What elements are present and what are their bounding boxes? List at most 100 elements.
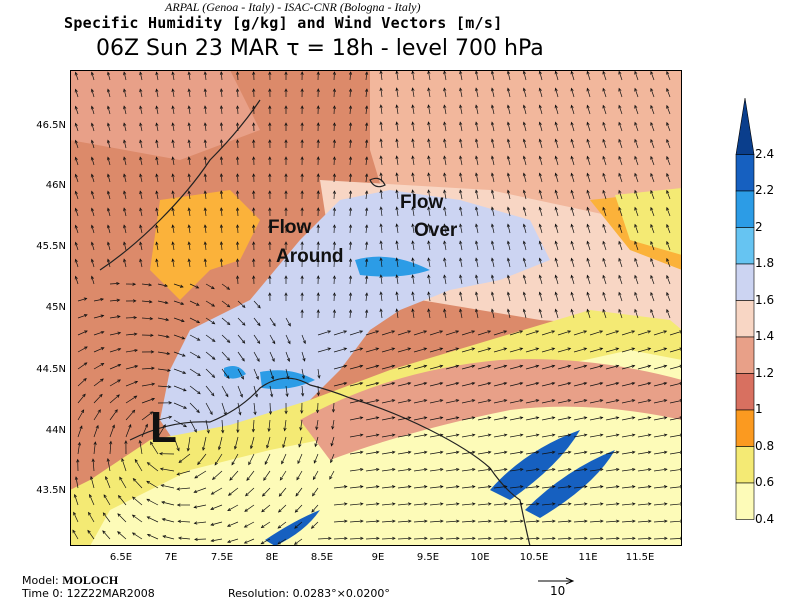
wind-vector-head bbox=[316, 173, 320, 177]
wind-vector bbox=[459, 156, 463, 166]
wind-vector-head bbox=[666, 87, 670, 92]
wind-vector bbox=[571, 258, 575, 268]
wind-vector bbox=[221, 368, 230, 379]
wind-vector-head bbox=[219, 122, 224, 127]
wind-vector bbox=[653, 399, 667, 404]
wind-vector bbox=[380, 88, 383, 98]
wind-vector-head bbox=[666, 189, 670, 194]
wind-vector-head bbox=[490, 172, 495, 177]
wind-vector-head bbox=[219, 258, 224, 263]
wind-vector-head bbox=[316, 258, 320, 262]
wind-vector-head bbox=[615, 467, 620, 472]
wind-vector-head bbox=[167, 368, 171, 372]
wind-vector-head bbox=[252, 105, 256, 109]
wind-vector bbox=[117, 531, 127, 540]
wind-vector bbox=[557, 434, 571, 438]
wind-vector bbox=[397, 486, 411, 489]
wind-vector-head bbox=[538, 257, 542, 262]
wind-vector-head bbox=[365, 122, 369, 127]
wind-vector-head bbox=[316, 207, 320, 211]
wind-vector bbox=[637, 520, 652, 523]
wind-vector-head bbox=[82, 393, 86, 398]
wind-vector bbox=[618, 258, 623, 268]
wind-vector bbox=[365, 468, 379, 472]
wind-vector bbox=[221, 419, 224, 433]
wind-vector bbox=[507, 190, 511, 200]
wind-vector bbox=[157, 416, 172, 421]
wind-vector-head bbox=[139, 173, 143, 178]
salmon-region-nw bbox=[70, 70, 260, 160]
wind-vector-head bbox=[203, 122, 207, 127]
wind-vector-head bbox=[83, 362, 88, 366]
wind-vector-head bbox=[455, 381, 460, 386]
wind-vector-head bbox=[519, 347, 524, 351]
wind-vector bbox=[301, 368, 305, 379]
wind-vector bbox=[380, 224, 383, 234]
wind-vector bbox=[396, 139, 399, 149]
wind-vector-head bbox=[490, 257, 495, 262]
wind-vector bbox=[189, 385, 201, 395]
wind-vector-head bbox=[84, 346, 88, 350]
wind-vector-head bbox=[116, 281, 120, 286]
wind-vector bbox=[125, 395, 137, 404]
wind-vector-head bbox=[631, 364, 636, 368]
wind-vector-head bbox=[618, 155, 622, 160]
wind-vector-head bbox=[268, 190, 272, 194]
wind-vector bbox=[637, 434, 651, 438]
wind-vector bbox=[75, 225, 79, 234]
wind-vector bbox=[173, 368, 186, 374]
wind-vector bbox=[525, 468, 539, 472]
wind-vector bbox=[650, 190, 655, 200]
wind-vector-head bbox=[348, 241, 353, 245]
wind-vector bbox=[212, 470, 223, 480]
wind-vector-head bbox=[268, 105, 272, 109]
wind-vector bbox=[571, 190, 575, 200]
wind-vector bbox=[493, 399, 507, 404]
wind-vector-head bbox=[252, 207, 256, 211]
wind-vector bbox=[525, 382, 539, 387]
wind-vector bbox=[218, 436, 223, 450]
wind-vector-head bbox=[235, 139, 240, 143]
wind-vector bbox=[317, 537, 332, 540]
wind-vector bbox=[194, 504, 207, 508]
wind-vector-head bbox=[81, 409, 85, 414]
wind-vector-head bbox=[235, 71, 240, 75]
wind-vector-head bbox=[146, 480, 150, 484]
wind-vector-head bbox=[106, 139, 111, 144]
wind-vector-head bbox=[231, 461, 235, 466]
wind-vector bbox=[123, 72, 127, 81]
coastlines bbox=[99, 99, 531, 546]
latitude-label: 45.5N bbox=[36, 241, 66, 252]
wind-vector-head bbox=[266, 444, 270, 449]
wind-vector bbox=[650, 173, 655, 183]
wind-vector-head bbox=[187, 71, 191, 76]
colorbar-tick-label: 2.4 bbox=[755, 146, 775, 161]
wind-vector-head bbox=[411, 87, 415, 92]
wind-vector bbox=[428, 224, 431, 234]
wind-vector-head bbox=[187, 207, 191, 212]
wind-vector bbox=[493, 365, 507, 370]
wind-vector-head bbox=[647, 433, 652, 437]
wind-vector bbox=[380, 275, 383, 285]
wind-vector-head bbox=[599, 364, 604, 368]
wind-vector-head bbox=[522, 274, 526, 279]
wind-vector bbox=[132, 496, 143, 506]
wind-vector bbox=[525, 348, 539, 353]
wind-vector-head bbox=[245, 492, 249, 497]
wind-vector-head bbox=[439, 330, 444, 334]
wind-vector bbox=[525, 365, 539, 370]
wind-vector-head bbox=[490, 223, 495, 228]
wind-vector bbox=[555, 190, 559, 200]
wind-vector bbox=[637, 451, 651, 455]
wind-vector-head bbox=[300, 241, 304, 245]
wind-vector bbox=[621, 399, 635, 404]
wind-vector bbox=[269, 368, 274, 380]
wind-vector-head bbox=[391, 364, 396, 368]
wind-vector-head bbox=[211, 374, 216, 378]
wind-vector-head bbox=[139, 224, 143, 229]
wind-vector-head bbox=[411, 240, 415, 245]
wind-vector bbox=[539, 173, 543, 183]
wind-vector bbox=[445, 468, 459, 472]
colorbar-swatch bbox=[735, 446, 755, 484]
wind-vector-head bbox=[631, 485, 636, 489]
